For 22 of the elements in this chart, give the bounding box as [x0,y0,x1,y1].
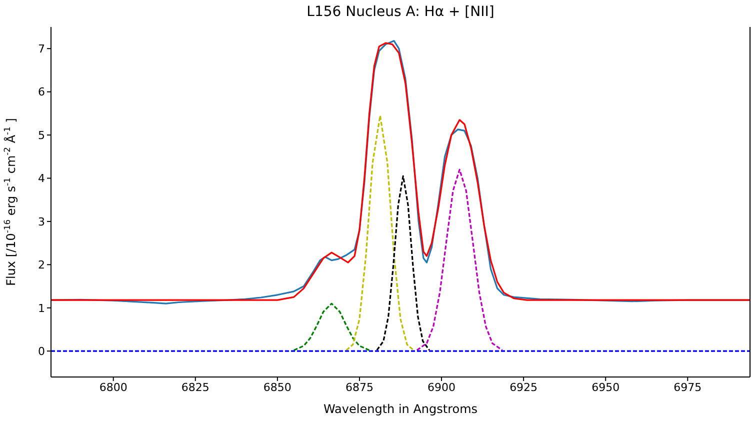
line-series [346,114,414,352]
y-tick-label: 1 [38,302,45,315]
x-tick-label: 6925 [510,380,538,394]
y-tick-label: 0 [38,344,45,358]
y-tick-label: 3 [38,215,45,228]
chart-title: L156 Nucleus A: Hα + [NII] [306,4,496,20]
x-tick-label: 6975 [674,380,702,394]
x-tick-label: 6825 [181,380,210,394]
x-tick-label: 6800 [99,380,128,394]
x-tick-label: 6900 [428,380,456,394]
x-tick-label: 6950 [592,380,620,394]
y-tick-label: 2 [38,258,45,272]
y-tick-label: 6 [38,86,45,99]
y-tick-label: 4 [38,172,45,186]
y-tick-label: 5 [38,128,45,142]
line-series [293,302,370,352]
x-axis-title: Wavelength in Angstroms [323,402,478,416]
x-tick-label: 6850 [263,380,292,394]
y-tick-label: 7 [38,42,45,56]
x-tick-label: 6875 [345,380,374,394]
line-series [416,168,504,352]
line-series [376,175,430,352]
